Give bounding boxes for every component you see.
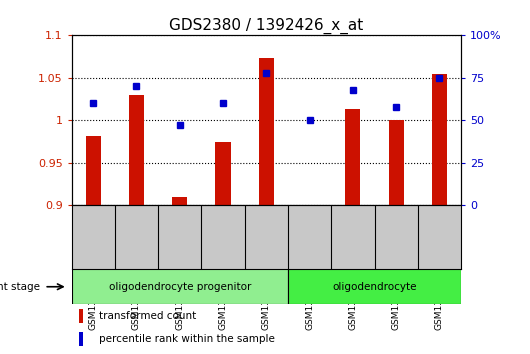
Text: percentile rank within the sample: percentile rank within the sample	[99, 334, 275, 344]
Bar	[80, 309, 83, 323]
Bar	[259, 58, 274, 205]
Bar	[288, 269, 461, 304]
Bar	[86, 136, 101, 205]
Bar	[72, 269, 288, 304]
Text: oligodendrocyte: oligodendrocyte	[332, 282, 417, 292]
Bar	[388, 120, 404, 205]
Title: GDS2380 / 1392426_x_at: GDS2380 / 1392426_x_at	[169, 18, 364, 34]
Text: oligodendrocyte progenitor: oligodendrocyte progenitor	[109, 282, 251, 292]
Text: transformed count: transformed count	[99, 311, 196, 321]
Bar	[129, 95, 144, 205]
Bar	[346, 109, 360, 205]
Bar	[172, 197, 187, 205]
Bar	[216, 142, 231, 205]
Text: development stage: development stage	[0, 282, 40, 292]
Bar	[80, 332, 83, 346]
Bar	[432, 74, 447, 205]
